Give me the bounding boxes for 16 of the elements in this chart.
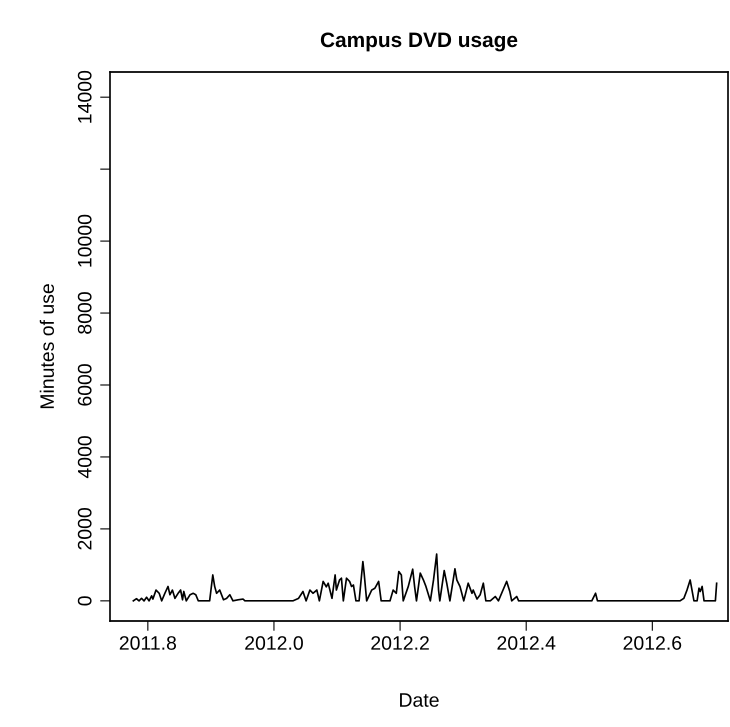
line-series	[132, 553, 718, 602]
x-tick-label: 2012.2	[371, 636, 429, 650]
y-tick-label: 6000	[78, 364, 92, 406]
y-tick-label: 10000	[78, 214, 92, 267]
y-tick-label: 14000	[78, 70, 92, 123]
y-tick-label: 2000	[78, 508, 92, 550]
x-tick-label: 2012.4	[497, 636, 556, 650]
y-tick-label: 0	[78, 596, 92, 606]
x-tick-label: 2012.0	[245, 636, 303, 650]
x-tick-label: 2011.8	[120, 636, 176, 650]
chart-title: Campus DVD usage	[320, 32, 518, 52]
x-tick-label: 2012.6	[624, 636, 682, 650]
y-tick-label: 4000	[78, 436, 92, 478]
y-axis-title: Minutes of use	[40, 284, 54, 408]
y-tick-label: 8000	[78, 292, 92, 334]
x-axis-title: Date	[400, 693, 439, 707]
